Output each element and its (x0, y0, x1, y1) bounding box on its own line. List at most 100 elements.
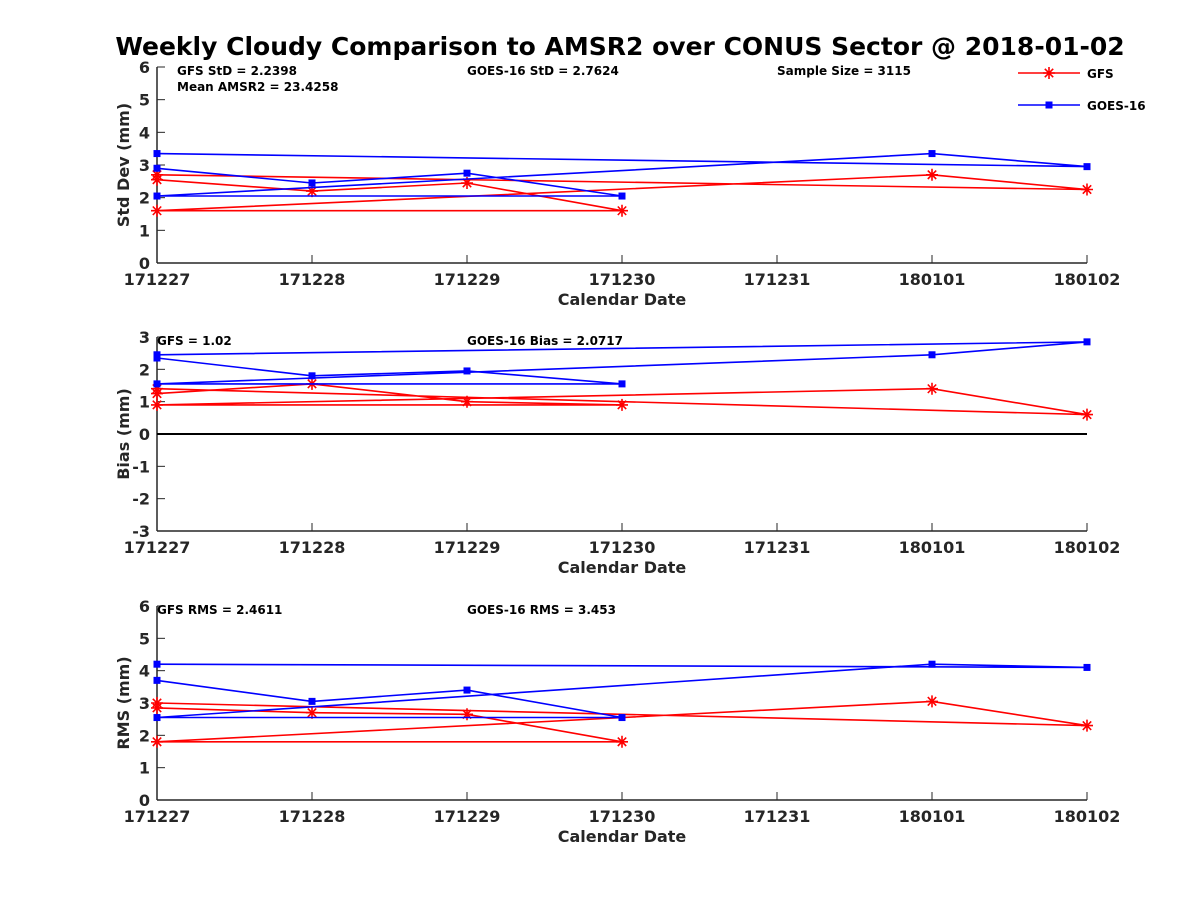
series-goes-16 (153, 150, 1091, 200)
y-tick-label: 0 (139, 425, 150, 444)
figure-title: Weekly Cloudy Comparison to AMSR2 over C… (115, 32, 1124, 61)
data-point-marker (308, 697, 316, 705)
panel-3: 0 1 2 3 4 5 6 171227 171228 171229 171230 171231 180… (114, 597, 1120, 846)
data-point-marker (1081, 408, 1093, 421)
series-gfs (151, 168, 1093, 217)
legend-marker-square (1045, 101, 1053, 109)
stat-annotation: GOES-16 StD = 2.7624 (467, 64, 619, 78)
x-tick-label: 171230 (589, 807, 656, 826)
data-point-marker (1081, 183, 1093, 196)
x-tick-label: 171230 (589, 270, 656, 289)
y-tick-label: 5 (139, 629, 150, 648)
data-point-marker (928, 351, 936, 359)
y-tick-label: 3 (139, 328, 150, 347)
data-point-marker (151, 204, 163, 217)
data-point-marker (153, 351, 161, 359)
data-point-marker (153, 660, 161, 668)
data-point-marker (616, 735, 628, 748)
legend-entry-gfs: GFS (1018, 67, 1114, 81)
x-tick-label: 171229 (434, 538, 501, 557)
x-tick-label: 180101 (899, 538, 966, 557)
y-axis-label: Bias (mm) (114, 388, 133, 480)
stat-annotation: GOES-16 RMS = 3.453 (467, 603, 616, 617)
data-point-marker (1081, 719, 1093, 732)
legend-label: GOES-16 (1087, 99, 1146, 113)
series-line-goes-16 (156, 663, 1088, 719)
y-tick-label: 4 (139, 123, 150, 142)
y-tick-label: -2 (132, 490, 150, 509)
data-point-marker (618, 714, 626, 722)
data-point-marker (463, 367, 471, 375)
series-goes-16 (153, 338, 1091, 388)
x-tick-label: 171227 (124, 270, 191, 289)
y-tick-label: 5 (139, 91, 150, 110)
y-tick-label: 1 (139, 221, 150, 240)
x-axis-label: Calendar Date (558, 827, 687, 846)
y-axis-label: Std Dev (mm) (114, 103, 133, 227)
data-point-marker (306, 185, 318, 198)
data-point-marker (461, 708, 473, 721)
x-tick-label: 171227 (124, 807, 191, 826)
series-line-goes-16 (156, 341, 1088, 385)
series-goes-16 (153, 660, 1091, 722)
legend-marker-asterisk (1043, 67, 1055, 79)
x-tick-label: 171227 (124, 538, 191, 557)
y-tick-label: 2 (139, 189, 150, 208)
data-point-marker (151, 398, 163, 411)
data-point-marker (616, 204, 628, 217)
legend-box (1010, 58, 1160, 122)
x-tick-label: 171229 (434, 807, 501, 826)
x-axis-label: Calendar Date (558, 558, 687, 577)
data-point-marker (463, 169, 471, 177)
x-tick-label: 180102 (1054, 270, 1121, 289)
data-point-marker (1083, 163, 1091, 171)
y-tick-label: 2 (139, 726, 150, 745)
data-point-marker (151, 735, 163, 748)
series-gfs (151, 695, 1093, 748)
data-point-marker (618, 192, 626, 200)
data-point-marker (926, 695, 938, 708)
x-tick-label: 171228 (279, 807, 346, 826)
x-tick-label: 171229 (434, 270, 501, 289)
x-tick-label: 171231 (744, 270, 811, 289)
data-point-marker (618, 380, 626, 388)
x-tick-label: 180102 (1054, 807, 1121, 826)
data-point-marker (151, 697, 163, 709)
x-tick-label: 171231 (744, 807, 811, 826)
legend: GFS GOES-16 (1010, 58, 1160, 122)
y-tick-label: 6 (139, 58, 150, 77)
y-tick-label: -1 (132, 457, 150, 476)
x-tick-label: 180102 (1054, 538, 1121, 557)
data-point-marker (153, 676, 161, 684)
data-point-marker (461, 177, 473, 189)
data-point-marker (153, 380, 161, 388)
stat-annotation: GFS = 1.02 (157, 334, 232, 348)
x-tick-label: 171231 (744, 538, 811, 557)
data-point-marker (926, 382, 938, 395)
y-tick-label: 0 (139, 791, 150, 810)
x-tick-label: 171230 (589, 538, 656, 557)
series-line-gfs (156, 173, 1088, 212)
data-point-marker (153, 192, 161, 200)
stat-annotation: GFS StD = 2.2398 (177, 64, 297, 78)
series-line-goes-16 (156, 152, 1088, 197)
data-point-marker (151, 382, 163, 395)
data-point-marker (153, 150, 161, 158)
panel-1: 0 1 2 3 4 5 6 171227 171228 171229 171230 171231 180… (114, 58, 1120, 309)
legend-label: GFS (1087, 67, 1114, 81)
y-tick-label: 3 (139, 694, 150, 713)
data-point-marker (153, 714, 161, 722)
y-tick-label: 1 (139, 759, 150, 778)
legend-entry-goes-16: GOES-16 (1018, 99, 1146, 113)
stat-annotation: GOES-16 Bias = 2.0717 (467, 334, 623, 348)
x-tick-label: 171228 (279, 270, 346, 289)
stat-annotation: GFS RMS = 2.4611 (157, 603, 282, 617)
data-point-marker (1083, 338, 1091, 346)
y-tick-label: 1 (139, 393, 150, 412)
stat-annotation: Sample Size = 3115 (777, 64, 911, 78)
series-line-gfs (156, 383, 1088, 416)
stat-annotation: Mean AMSR2 = 23.4258 (177, 80, 338, 94)
data-point-marker (306, 706, 318, 719)
data-point-marker (463, 686, 471, 694)
